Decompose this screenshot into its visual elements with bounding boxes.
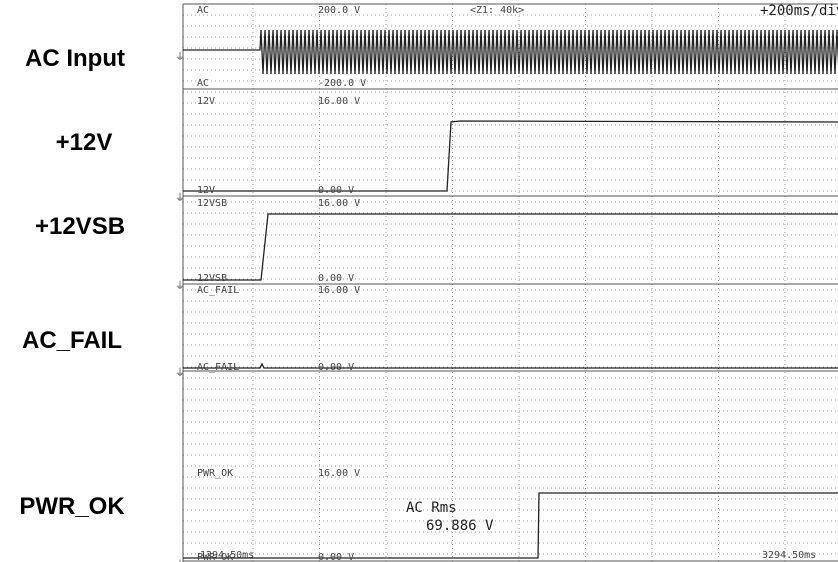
channel-top-name: AC	[197, 5, 209, 16]
12v-wave	[183, 120, 838, 192]
ground-marker: ⏚	[175, 367, 185, 379]
channel-bottom-name: AC	[197, 78, 209, 89]
time-start: 1294.50ms	[200, 550, 254, 561]
measurement-name: AC Rms	[406, 500, 457, 516]
channel-bottom-value: 0.00 V	[318, 362, 354, 373]
channel-label: PWR_OK	[19, 493, 125, 520]
waveforms	[183, 29, 838, 559]
channel-top-name: 12V	[197, 96, 215, 107]
channel-label: AC_FAIL	[22, 327, 122, 354]
ground-marker: ⏚	[175, 192, 185, 204]
channel-bottom-value: 0.00 V	[318, 185, 354, 196]
channel-label: AC Input	[25, 45, 125, 72]
zoom: <Z1: 40k>	[470, 5, 524, 16]
timebase: +200ms/div	[760, 3, 838, 19]
channel-bottom-value: 0.00 V	[318, 273, 354, 284]
channel-top-value: 16.00 V	[318, 468, 360, 479]
channel-label: +12V	[56, 129, 113, 156]
acfail-wave	[183, 362, 838, 369]
grid	[183, 4, 838, 562]
ground-marker: ⏚	[175, 280, 185, 292]
time-end: 3294.50ms	[762, 550, 816, 561]
ac-wave	[183, 29, 838, 75]
ground-marker: ⏚	[175, 559, 185, 562]
channel-top-value: 16.00 V	[318, 96, 360, 107]
channel-top-name: 12VSB	[197, 198, 227, 209]
channel-top-name: AC_FAIL	[197, 285, 239, 296]
channel-top-name: PWR_OK	[197, 468, 233, 479]
channel-bottom-name: AC_FAIL	[197, 362, 239, 373]
channel-bottom-name: PWR_OK	[197, 552, 233, 562]
channel-bottom-name: 12VSB	[197, 273, 227, 284]
channel-bottom-name: 12V	[197, 185, 215, 196]
channel-bottom-value: 0.00 V	[318, 552, 354, 562]
pwrok-wave	[183, 492, 838, 559]
channel-bottom-value: -200.0 V	[318, 78, 366, 89]
channel-label: +12VSB	[35, 213, 125, 240]
channel-top-value: 16.00 V	[318, 285, 360, 296]
ground-marker: ⏚	[175, 51, 185, 63]
12vsb-wave	[183, 213, 838, 281]
channel-top-value: 200.0 V	[318, 5, 360, 16]
channel-top-value: 16.00 V	[318, 198, 360, 209]
measurement-value: 69.886 V	[426, 518, 494, 534]
